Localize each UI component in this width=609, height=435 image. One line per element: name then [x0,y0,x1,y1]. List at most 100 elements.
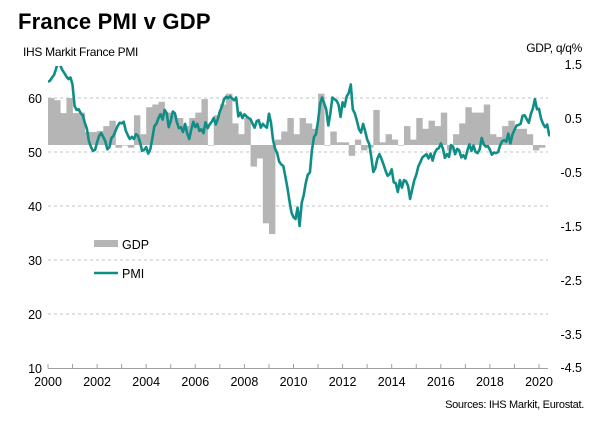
gdp-bar [373,109,380,145]
gdp-bar [133,115,141,145]
gdp-bar [213,115,221,145]
legend-pmi-label: PMI [122,267,144,281]
x-tick-label: 2010 [280,375,308,389]
y-left-tick-label: 10 [28,362,42,376]
gdp-bar [127,145,135,148]
y-left-tick-label: 30 [28,254,42,268]
gdp-bar [410,139,417,145]
gdp-bar [440,112,448,145]
gdp-bar [471,112,478,145]
x-tick-label: 2008 [230,375,258,389]
gdp-bar [336,142,343,145]
pmi-line-group [48,66,550,228]
gdp-bar [146,107,153,145]
gdp-bar [459,123,466,145]
x-tick-label: 2018 [476,375,504,389]
gdp-bar [299,118,307,145]
gdp-bar [477,112,485,145]
gdp-bar [90,132,98,145]
gdp-bars [48,93,546,235]
legend: GDP PMI [94,238,149,281]
gdp-bar [361,145,368,151]
gdp-bar [342,142,350,145]
gdp-bar [502,126,509,145]
gdp-bar [403,126,411,145]
gridlines [48,97,548,315]
gdp-bar [140,134,147,145]
gdp-bar [514,128,521,145]
gdp-bar [397,145,405,146]
gdp-bar [318,93,325,145]
gdp-bar [416,118,423,145]
gdp-bar [465,107,472,145]
x-tick-label: 2004 [132,375,160,389]
gdp-bar [158,101,165,145]
y-right-tick-label: -2.5 [560,274,582,288]
gdp-bar [121,145,129,146]
gdp-bar [176,118,184,145]
gdp-bar [225,93,233,145]
pmi-line [48,66,550,228]
gdp-bar [489,134,497,145]
gdp-bar [207,145,215,146]
gdp-bar [324,145,331,146]
gdp-bar [526,134,534,145]
source-note: Sources: IHS Markit, Eurostat. [445,399,584,411]
gdp-bar [354,139,362,145]
gdp-bar [48,98,55,145]
gdp-bar [305,123,313,145]
gdp-bar [539,145,546,148]
y-left-tick-label: 50 [28,146,42,160]
legend-gdp-swatch [94,240,118,247]
gdp-bar [281,131,288,145]
gdp-bar [164,112,172,145]
y-left-tick-label: 20 [28,308,42,322]
y-right-tick-label: -1.5 [560,220,582,234]
gdp-bar [219,104,227,145]
gdp-bar [60,113,67,145]
x-tick-label: 2006 [181,375,209,389]
x-tick-label: 2014 [378,375,406,389]
gdp-bar [109,120,116,145]
gdp-bar [287,118,294,145]
gdp-bar [275,139,282,145]
gdp-bar [453,134,460,145]
gdp-bar [434,126,442,145]
gdp-bar [72,113,79,145]
axis-labels: 10 20 30 40 50 60 1.5 0.5 -0.5 -1.5 -2.5 -3.5 -4.5 20… [28,58,582,389]
gdp-bar [54,100,61,145]
right-axis-title: GDP, q/q% [526,41,582,55]
y-right-tick-label: -0.5 [560,166,582,180]
gdp-bar [268,145,276,235]
gdp-bar [293,134,300,145]
gdp-bar [385,134,392,145]
gdp-bar [115,145,122,148]
gdp-bar [262,145,270,224]
chart-title: France PMI v GDP [18,9,211,34]
gdp-bar [78,112,86,145]
gdp-bar [97,130,104,145]
gdp-bar [256,145,264,159]
gdp-bar [532,145,540,151]
gdp-bar [520,128,528,145]
gdp-bar [232,123,239,145]
gdp-bar [496,136,503,145]
gdp-bar [379,142,386,145]
x-tick-label: 2020 [525,375,553,389]
x-tick-label: 2000 [34,375,62,389]
gdp-bar [183,126,190,145]
gdp-bar [391,139,399,145]
y-right-tick-label: 0.5 [565,112,582,126]
gdp-bar [483,104,491,145]
gdp-bar [238,134,245,145]
y-right-tick-label: -3.5 [560,328,582,342]
y-right-tick-label: 1.5 [565,58,582,72]
gdp-bar [189,118,196,145]
legend-gdp-label: GDP [122,238,149,252]
gdp-bar [508,120,515,145]
x-tick-label: 2002 [83,375,111,389]
left-axis-title: IHS Markit France PMI [23,45,139,59]
gdp-bar [428,120,435,145]
y-right-tick-label: -4.5 [560,361,582,375]
